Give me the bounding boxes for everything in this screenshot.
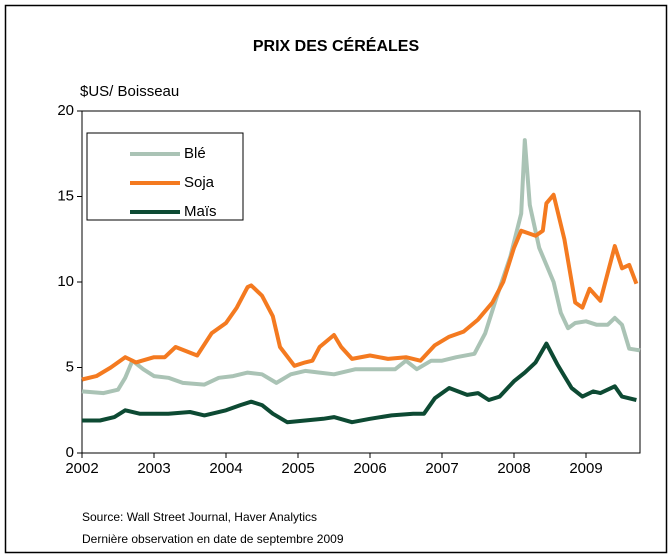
series-line	[81, 192, 639, 382]
y-tick-label: 15	[57, 187, 74, 204]
x-tick-label: 2007	[425, 460, 458, 477]
x-tick-label: 2006	[353, 460, 386, 477]
x-tick-label: 2008	[497, 460, 530, 477]
x-tick-label: 2003	[137, 460, 170, 477]
series-line	[82, 341, 637, 425]
note: Dernière observation en date de septembr…	[82, 532, 344, 546]
legend	[86, 132, 244, 221]
x-tick-label: 2004	[209, 460, 242, 477]
source: Source: Wall Street Journal, Haver Analy…	[82, 510, 317, 524]
chart-title: PRIX DES CÉRÉALES	[253, 36, 420, 55]
x-tick-label: 2005	[281, 460, 314, 477]
y-axis-label: $US/ Boisseau	[80, 83, 179, 100]
x-tick-label: 2009	[569, 460, 602, 477]
y-tick-label: 5	[66, 358, 74, 375]
frame	[4, 4, 668, 554]
legend-label: Maïs	[184, 203, 217, 220]
y-tick-label: 10	[57, 273, 74, 290]
x-tick-label: 2002	[65, 460, 98, 477]
y-tick-label: 0	[66, 444, 74, 461]
series-line	[81, 138, 641, 396]
legend-label: Blé	[184, 145, 206, 162]
legend-label: Soja	[184, 174, 215, 191]
y-tick-label: 20	[57, 102, 74, 119]
